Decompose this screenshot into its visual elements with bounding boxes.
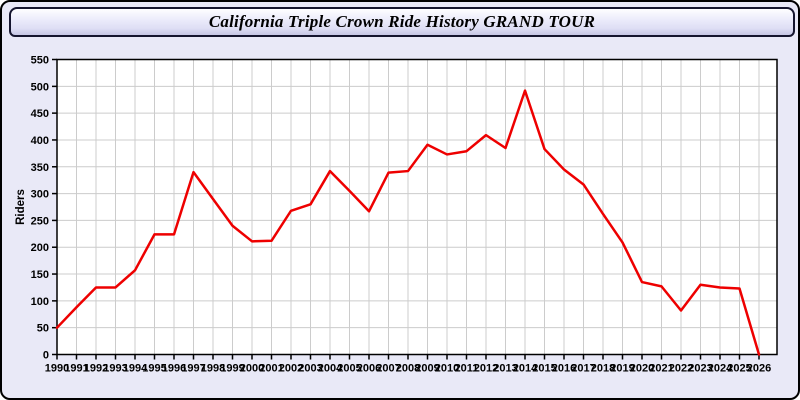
riders-line xyxy=(55,89,761,356)
x-tick-label: 2010 xyxy=(435,363,459,375)
x-tick-label: 2017 xyxy=(571,363,595,375)
x-tick-label: 1999 xyxy=(220,363,244,375)
x-tick-label: 2011 xyxy=(455,363,479,375)
x-tick-label: 2023 xyxy=(688,363,712,375)
x-tick-label: 1992 xyxy=(84,363,108,375)
x-tick-label: 2016 xyxy=(552,363,576,375)
x-tick-label: 1997 xyxy=(181,363,205,375)
x-tick-label: 1993 xyxy=(103,363,127,375)
x-tick-label: 1991 xyxy=(64,363,88,375)
y-tick-label: 300 xyxy=(31,189,49,201)
y-tick-label: 100 xyxy=(31,296,49,308)
x-tick-label: 2020 xyxy=(630,363,654,375)
page-title: California Triple Crown Ride History GRA… xyxy=(208,12,596,31)
x-tick-label: 2026 xyxy=(747,363,771,375)
x-tick-label: 2000 xyxy=(240,363,264,375)
x-tick-label: 2006 xyxy=(357,363,381,375)
plot-background xyxy=(57,59,777,355)
x-tick-label: 1996 xyxy=(162,363,186,375)
x-tick-label: 2003 xyxy=(298,363,322,375)
x-tick-label: 2022 xyxy=(669,363,693,375)
x-tick-label: 2012 xyxy=(474,363,498,375)
y-tick-label: 50 xyxy=(37,323,49,335)
x-tick-label: 2001 xyxy=(259,363,283,375)
x-tick-label: 2024 xyxy=(708,363,733,375)
title-bar: California Triple Crown Ride History GRA… xyxy=(9,7,795,37)
x-tick-label: 2025 xyxy=(727,363,751,375)
x-tick-label: 2007 xyxy=(376,363,400,375)
x-tick-label: 1995 xyxy=(142,363,166,375)
x-tick-label: 2008 xyxy=(396,363,420,375)
x-tick-label: 2013 xyxy=(493,363,517,375)
x-tick-label: 1998 xyxy=(201,363,225,375)
x-tick-label: 2014 xyxy=(513,363,538,375)
y-tick-label: 400 xyxy=(31,135,49,147)
y-tick-label: 350 xyxy=(31,162,49,174)
x-tick-label: 1990 xyxy=(45,363,69,375)
y-tick-label: 500 xyxy=(31,81,49,93)
x-tick-label: 2005 xyxy=(337,363,361,375)
x-tick-label: 1994 xyxy=(123,363,148,375)
y-tick-label: 550 xyxy=(31,55,49,67)
x-tick-label: 2015 xyxy=(532,363,556,375)
x-tick-label: 2004 xyxy=(318,363,343,375)
x-tick-label: 2002 xyxy=(279,363,303,375)
y-tick-label: 0 xyxy=(43,350,49,362)
y-tick-label: 250 xyxy=(31,215,49,227)
x-tick-label: 2009 xyxy=(415,363,439,375)
plot-border xyxy=(56,58,778,356)
y-tick-label: 200 xyxy=(31,242,49,254)
y-tick-label: 450 xyxy=(31,108,49,120)
y-tick-label: 150 xyxy=(31,269,49,281)
x-tick-label: 2021 xyxy=(649,363,673,375)
x-tick-label: 2018 xyxy=(591,363,615,375)
chart-generated: 0501001502002503003504004505005501990199… xyxy=(31,55,778,375)
x-tick-label: 2019 xyxy=(610,363,634,375)
y-axis-title: Riders xyxy=(15,189,27,225)
